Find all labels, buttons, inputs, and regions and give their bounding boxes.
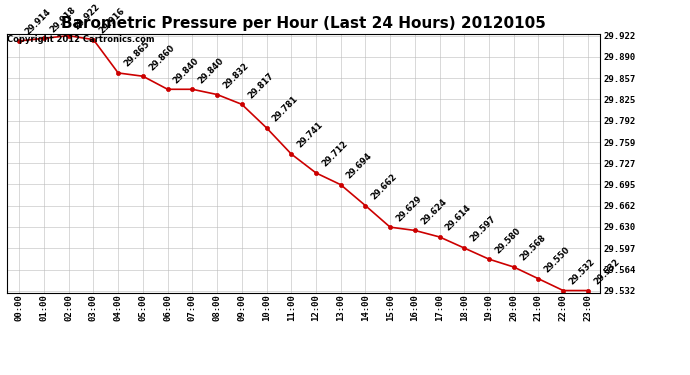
Text: 29.662: 29.662 bbox=[370, 172, 399, 201]
Text: 29.550: 29.550 bbox=[542, 245, 572, 274]
Text: 29.916: 29.916 bbox=[97, 6, 127, 36]
Text: 29.840: 29.840 bbox=[197, 56, 226, 85]
Text: 29.568: 29.568 bbox=[518, 234, 547, 263]
Text: 29.860: 29.860 bbox=[147, 43, 176, 72]
Text: 29.694: 29.694 bbox=[345, 151, 374, 180]
Text: 29.712: 29.712 bbox=[320, 140, 349, 169]
Text: 29.629: 29.629 bbox=[394, 194, 424, 223]
Text: 29.918: 29.918 bbox=[48, 5, 77, 34]
Text: 29.865: 29.865 bbox=[122, 39, 152, 69]
Text: 29.580: 29.580 bbox=[493, 226, 522, 255]
Text: 29.914: 29.914 bbox=[23, 8, 52, 37]
Text: 29.741: 29.741 bbox=[295, 120, 325, 150]
Text: 29.614: 29.614 bbox=[444, 204, 473, 233]
Title: Barometric Pressure per Hour (Last 24 Hours) 20120105: Barometric Pressure per Hour (Last 24 Ho… bbox=[61, 16, 546, 31]
Text: 29.532: 29.532 bbox=[567, 257, 597, 286]
Text: 29.597: 29.597 bbox=[469, 215, 497, 244]
Text: 29.832: 29.832 bbox=[221, 61, 250, 90]
Text: 29.781: 29.781 bbox=[270, 94, 300, 124]
Text: 29.532: 29.532 bbox=[592, 257, 622, 286]
Text: Copyright 2012 Cartronics.com: Copyright 2012 Cartronics.com bbox=[8, 35, 155, 44]
Text: 29.624: 29.624 bbox=[419, 197, 448, 226]
Text: 29.817: 29.817 bbox=[246, 71, 275, 100]
Text: 29.840: 29.840 bbox=[172, 56, 201, 85]
Text: 29.922: 29.922 bbox=[73, 2, 102, 32]
